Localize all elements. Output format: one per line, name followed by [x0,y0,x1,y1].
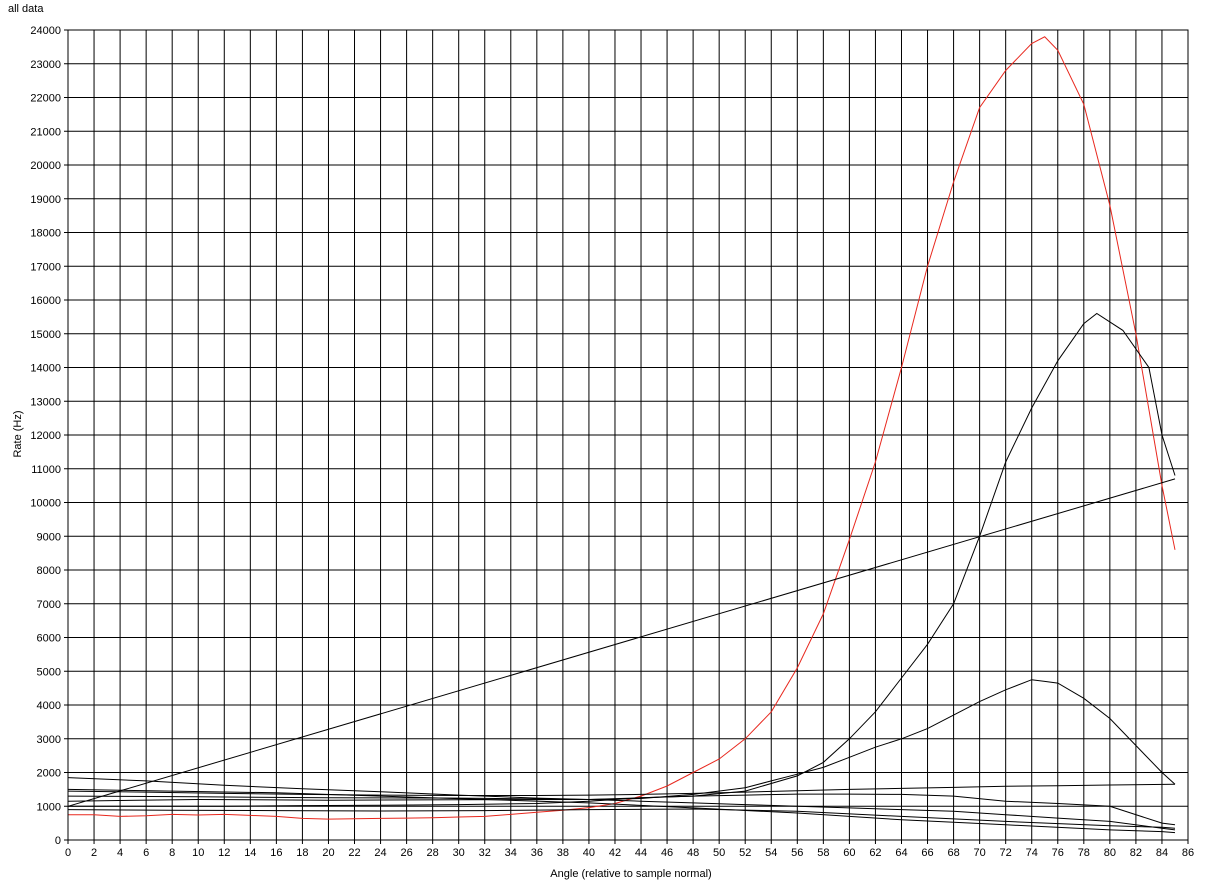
x-tick-label: 24 [374,847,386,859]
y-tick-label: 18000 [30,228,61,240]
series-line-9 [67,788,1176,834]
y-tick-label: 9000 [37,531,61,543]
x-tick-label: 16 [270,847,282,859]
series-line-2 [67,478,1176,807]
x-tick-label: 86 [1182,847,1194,859]
x-tick-label: 80 [1104,847,1116,859]
y-tick-label: 15000 [30,329,61,341]
grid [67,29,1189,841]
x-tick-label: 22 [348,847,360,859]
x-tick-label: 46 [661,847,673,859]
x-tick-label: 6 [143,847,149,859]
x-tick-label: 4 [117,847,123,859]
x-tick-label: 42 [609,847,621,859]
y-tick-label: 13000 [30,396,61,408]
y-axis-ticks: 0 1000 2000 3000 4000 5000 6000 7000 8000 9000 100… [30,25,68,847]
y-tick-label: 17000 [30,261,61,273]
x-tick-label: 50 [713,847,725,859]
x-tick-label: 68 [947,847,959,859]
x-tick-label: 0 [65,847,71,859]
x-tick-label: 54 [765,847,777,859]
y-tick-label: 24000 [30,25,61,37]
x-tick-label: 74 [1026,847,1038,859]
chart-title: all data [8,3,44,15]
series-line-4 [67,679,1176,801]
y-tick-label: 3000 [37,734,61,746]
y-tick-label: 7000 [37,599,61,611]
y-tick-label: 2000 [37,768,61,780]
y-tick-label: 12000 [30,430,61,442]
x-tick-label: 78 [1078,847,1090,859]
x-tick-label: 82 [1130,847,1142,859]
x-tick-label: 60 [843,847,855,859]
x-tick-label: 64 [895,847,907,859]
x-tick-label: 76 [1052,847,1064,859]
series-line-3 [67,312,1176,802]
y-tick-label: 22000 [30,93,61,105]
x-tick-label: 28 [427,847,439,859]
series-line-8 [67,808,1176,829]
x-tick-label: 10 [192,847,204,859]
x-tick-label: 62 [869,847,881,859]
y-tick-label: 11000 [31,464,61,476]
x-tick-label: 36 [531,847,543,859]
x-tick-label: 72 [1000,847,1012,859]
y-tick-label: 20000 [30,160,61,172]
y-tick-label: 21000 [30,126,61,138]
plot-frame [67,29,1189,841]
x-tick-label: 56 [791,847,803,859]
x-tick-label: 58 [817,847,829,859]
y-tick-label: 10000 [30,498,61,510]
x-tick-label: 66 [921,847,933,859]
x-tick-label: 48 [687,847,699,859]
x-tick-label: 52 [739,847,751,859]
y-tick-label: 8000 [37,565,61,577]
series-line-6 [67,777,1176,831]
x-tick-label: 20 [322,847,334,859]
x-tick-label: 30 [453,847,465,859]
series-line-1 [68,36,1176,820]
x-tick-label: 40 [583,847,595,859]
y-tick-label: 19000 [30,194,61,206]
y-axis-label: Rate (Hz) [12,410,24,457]
x-tick-label: 18 [296,847,308,859]
y-tick-label: 4000 [37,700,61,712]
x-tick-label: 38 [557,847,569,859]
x-tick-label: 44 [635,847,647,859]
x-tick-label: 14 [244,847,256,859]
x-axis-label: Angle (relative to sample normal) [550,868,711,880]
x-tick-label: 34 [505,847,517,859]
y-tick-label: 0 [55,835,61,847]
x-tick-label: 84 [1156,847,1168,859]
x-tick-label: 32 [479,847,491,859]
y-tick-label: 16000 [30,295,61,307]
x-tick-label: 70 [974,847,986,859]
series-lines [67,36,1176,834]
series-line-5 [67,783,1176,796]
y-tick-label: 14000 [30,363,61,375]
y-tick-label: 6000 [37,633,61,645]
x-tick-label: 2 [91,847,97,859]
x-tick-label: 12 [218,847,230,859]
y-tick-label: 5000 [37,666,61,678]
series-line-7 [68,793,1176,826]
y-tick-label: 1000 [37,801,61,813]
x-axis-ticks: 0 2 4 6 8 10 12 14 16 18 20 22 24 26 28 30 32 34 36 38 40 42 4… [65,840,1194,859]
x-tick-label: 26 [400,847,412,859]
x-tick-label: 8 [169,847,175,859]
y-tick-label: 23000 [30,59,61,71]
